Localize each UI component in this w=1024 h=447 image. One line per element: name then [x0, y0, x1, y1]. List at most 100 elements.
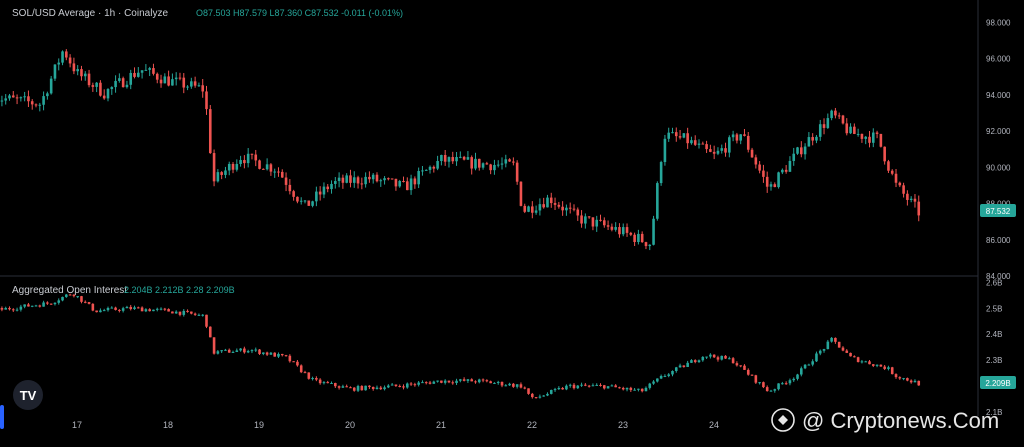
- price-candle: [701, 143, 705, 145]
- price-candle: [284, 177, 288, 185]
- price-candle: [754, 157, 758, 165]
- price-candle: [443, 155, 447, 162]
- oi-candle: [19, 306, 23, 310]
- oi-candle: [34, 305, 38, 307]
- oi-candle: [777, 383, 780, 390]
- price-candle: [864, 136, 868, 139]
- oi-candle: [531, 393, 534, 398]
- price-candle: [95, 82, 98, 87]
- price-candle: [375, 174, 379, 182]
- oi-candle: [504, 385, 508, 387]
- oi-candle: [76, 296, 79, 298]
- price-candle: [114, 80, 117, 88]
- price-candle: [288, 184, 292, 192]
- price-candle: [572, 208, 576, 210]
- price-candle: [629, 232, 633, 235]
- oi-candle: [99, 310, 102, 313]
- oi-candle: [171, 311, 174, 314]
- price-candle: [834, 110, 837, 116]
- price-candle: [224, 170, 227, 175]
- oi-candle: [27, 304, 30, 307]
- oi-candle: [515, 384, 519, 387]
- price-candle: [777, 172, 780, 188]
- price-candle: [299, 200, 303, 202]
- price-candle: [769, 184, 773, 187]
- price-candle: [133, 72, 136, 77]
- time-axis[interactable]: 17 18 19 20 21 22 23 24: [72, 420, 719, 430]
- oi-candle: [436, 380, 439, 382]
- price-candle: [368, 176, 371, 180]
- oi-candle: [871, 364, 875, 366]
- price-candle: [462, 156, 466, 160]
- oi-candle: [224, 349, 227, 351]
- oi-candle: [800, 368, 803, 375]
- oi-candle: [262, 352, 265, 354]
- price-candle: [53, 64, 57, 79]
- price-candle: [811, 137, 814, 141]
- oi-candle: [470, 379, 473, 382]
- price-candle: [360, 183, 364, 185]
- oi-candle: [455, 380, 458, 384]
- price-candle: [250, 153, 254, 155]
- price-candle: [531, 206, 534, 213]
- oi-candle: [68, 294, 72, 296]
- price-candle: [440, 155, 443, 162]
- price-candle: [800, 147, 803, 155]
- price-candle: [4, 98, 8, 101]
- oi-candle: [23, 304, 26, 307]
- oi-candle: [227, 349, 231, 353]
- oi-candle: [853, 356, 856, 358]
- oi-candle: [837, 341, 841, 348]
- oi-candle: [193, 313, 197, 315]
- oi-candle: [356, 386, 360, 391]
- oi-candle: [4, 307, 8, 310]
- oi-candle: [182, 310, 186, 315]
- price-candle: [652, 218, 655, 245]
- price-candle: [474, 158, 477, 169]
- oi-candle: [849, 352, 852, 357]
- oi-candle: [602, 385, 606, 389]
- price-candle: [633, 234, 636, 242]
- oi-candle: [243, 348, 246, 353]
- price-candle: [296, 196, 299, 202]
- oi-candle: [144, 309, 148, 312]
- x-tick-label: 18: [163, 420, 173, 430]
- price-candle: [765, 176, 769, 187]
- oi-candle: [640, 388, 644, 392]
- price-candle: [455, 157, 458, 162]
- price-candle: [875, 132, 879, 134]
- oi-candle: [352, 387, 356, 391]
- oi-candle: [167, 309, 170, 312]
- oi-candle: [906, 378, 909, 381]
- price-candle: [390, 178, 394, 180]
- price-candle: [803, 146, 807, 155]
- price-candle: [519, 181, 523, 206]
- price-candle: [565, 207, 568, 211]
- x-tick-label: 23: [618, 420, 628, 430]
- y-tick-label: 2.4B: [986, 330, 1002, 339]
- price-candle: [549, 197, 553, 204]
- price-candle: [220, 172, 223, 175]
- oi-candle: [364, 385, 367, 391]
- oi-candle: [212, 337, 216, 354]
- price-candle: [258, 160, 261, 169]
- oi-candle: [178, 311, 182, 315]
- oi-candle: [337, 386, 341, 388]
- price-candle: [788, 160, 792, 172]
- price-candle: [849, 126, 852, 134]
- oi-candle: [155, 308, 159, 310]
- price-candle: [413, 178, 417, 185]
- price-candle: [830, 110, 833, 119]
- oi-candle: [788, 380, 792, 384]
- oi-candle: [527, 388, 530, 394]
- price-candle: [724, 148, 727, 153]
- side-scroll-handle[interactable]: [0, 405, 4, 429]
- y-tick-label: 2.1B: [986, 408, 1002, 417]
- price-candle: [871, 132, 875, 143]
- price-candle: [743, 134, 746, 136]
- tradingview-logo-icon[interactable]: TV: [13, 380, 43, 410]
- price-candle: [106, 89, 110, 99]
- price-candle: [303, 200, 307, 202]
- oi-candle: [190, 311, 193, 314]
